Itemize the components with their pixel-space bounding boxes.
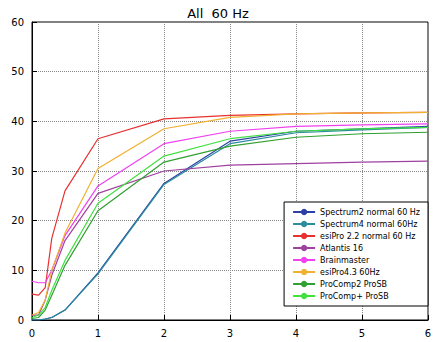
svg-text:20: 20 bbox=[11, 215, 24, 226]
svg-text:3: 3 bbox=[227, 328, 233, 339]
svg-text:ProComp+ ProSB: ProComp+ ProSB bbox=[320, 292, 389, 301]
svg-text:Atlantis 16: Atlantis 16 bbox=[320, 244, 363, 253]
svg-text:30: 30 bbox=[11, 166, 24, 177]
svg-text:Spectrum2 normal 60 Hz: Spectrum2 normal 60 Hz bbox=[320, 208, 420, 217]
svg-text:ProComp2 ProSB: ProComp2 ProSB bbox=[320, 280, 387, 289]
svg-text:esiPro4.3 60Hz: esiPro4.3 60Hz bbox=[320, 268, 380, 277]
svg-text:esiPro 2.2 normal 60 Hz: esiPro 2.2 normal 60 Hz bbox=[320, 232, 415, 241]
svg-text:Spectrum4 normal 60Hz: Spectrum4 normal 60Hz bbox=[320, 220, 417, 229]
svg-text:50: 50 bbox=[11, 66, 24, 77]
svg-text:6: 6 bbox=[425, 328, 431, 339]
svg-text:Brainmaster: Brainmaster bbox=[320, 256, 370, 265]
svg-text:0: 0 bbox=[29, 328, 35, 339]
svg-text:4: 4 bbox=[293, 328, 299, 339]
svg-text:All 60 Hz: All 60 Hz bbox=[187, 6, 249, 21]
svg-text:2: 2 bbox=[161, 328, 167, 339]
svg-text:0: 0 bbox=[18, 315, 24, 326]
svg-text:10: 10 bbox=[11, 265, 24, 276]
svg-text:1: 1 bbox=[95, 328, 101, 339]
svg-text:60: 60 bbox=[11, 17, 24, 28]
svg-text:40: 40 bbox=[11, 116, 24, 127]
svg-text:5: 5 bbox=[359, 328, 365, 339]
